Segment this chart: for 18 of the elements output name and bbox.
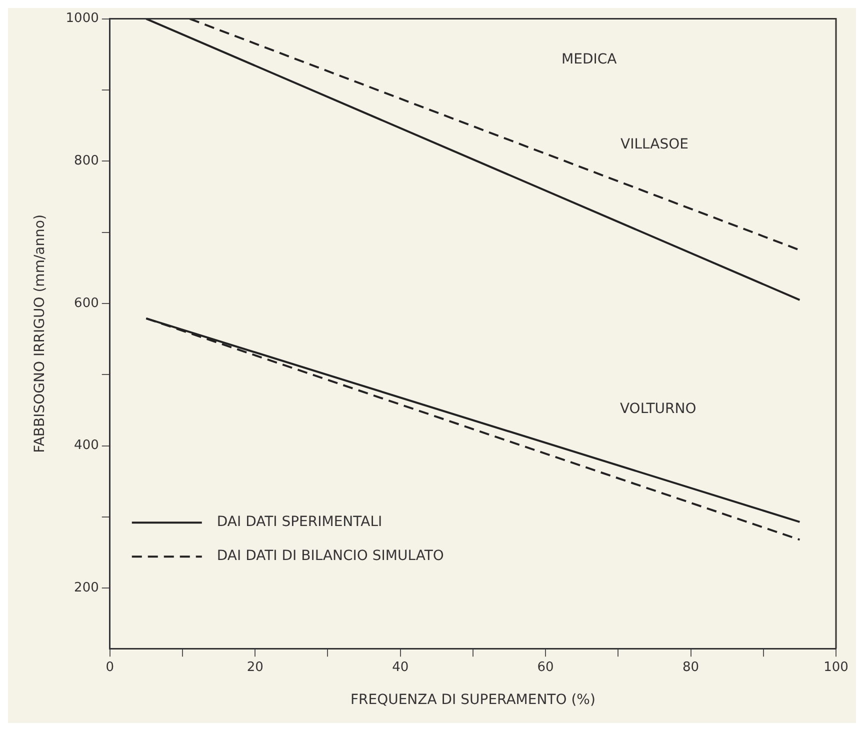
legend-label: DAI DATI DI BILANCIO SIMULATO xyxy=(216,548,444,564)
x-axis-title: FREQUENZA DI SUPERAMENTO (%) xyxy=(350,692,596,708)
annotation: VOLTURNO xyxy=(620,400,696,417)
y-tick-label: 400 xyxy=(74,438,99,454)
y-tick-label: 800 xyxy=(74,154,99,169)
y-tick-label: 200 xyxy=(74,580,99,596)
y-tick-label: 1000 xyxy=(66,11,99,26)
x-tick-label: 60 xyxy=(537,660,554,675)
x-tick-label: 40 xyxy=(392,660,409,675)
x-tick-label: 80 xyxy=(682,660,700,675)
y-tick-label: 600 xyxy=(74,296,99,311)
annotation: MEDICA xyxy=(562,51,618,68)
x-tick-label: 100 xyxy=(824,660,848,675)
x-tick-label: 20 xyxy=(246,660,264,675)
annotation: VILLASOE xyxy=(620,136,688,152)
y-axis-title: FABBISOGNO IRRIGUO (mm/anno) xyxy=(32,214,48,453)
x-tick-label: 0 xyxy=(106,660,114,675)
legend-label: DAI DATI SPERIMENTALI xyxy=(216,514,382,530)
